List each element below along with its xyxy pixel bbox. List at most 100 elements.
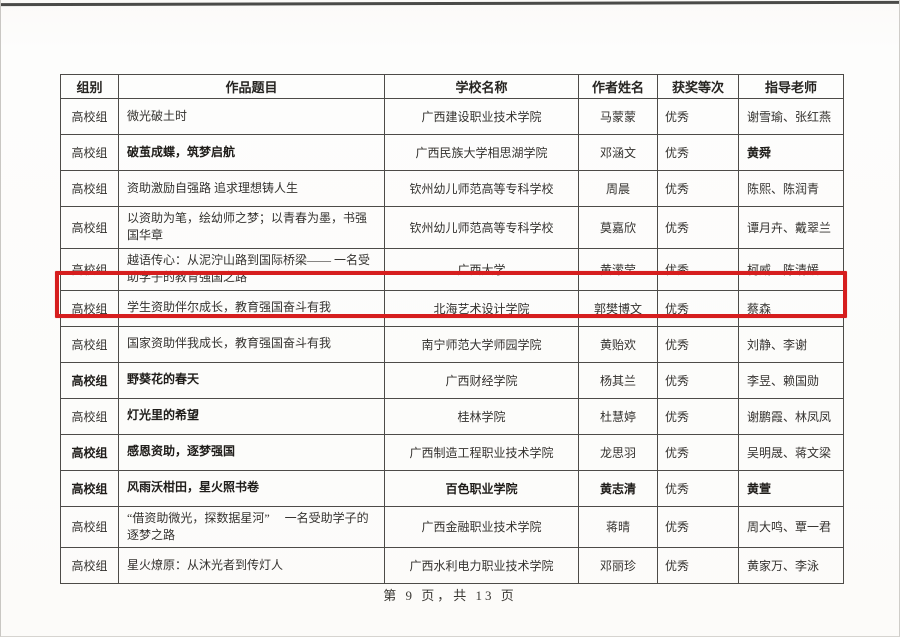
cell-author: 蒋晴 xyxy=(578,505,658,549)
cell-author: 黄志清 xyxy=(578,469,658,507)
cell-author: 邓丽珍 xyxy=(578,547,658,585)
cell-group: 高校组 xyxy=(60,247,119,291)
cell-group: 高校组 xyxy=(60,361,119,399)
table-row: 高校组 微光破土时 广西建设职业技术学院 马蒙蒙 优秀 谢雪瑜、张红燕 xyxy=(60,98,844,135)
cell-title: 破茧成蝶，筑梦启航 xyxy=(118,134,385,171)
cell-teacher: 李昱、赖国勋 xyxy=(738,361,844,399)
cell-title: 灯光里的希望 xyxy=(118,397,385,435)
cell-award: 优秀 xyxy=(657,325,739,363)
cell-author: 杜慧婷 xyxy=(578,397,658,435)
table-row: 高校组 学生资助伴尔成长，教育强国奋斗有我 北海艺术设计学院 郭樊博文 优秀 蔡… xyxy=(60,289,844,327)
table-row: 高校组 以资助为笔，绘幼师之梦；以青春为墨，书强国华章 钦州幼儿师范高等专科学校… xyxy=(60,206,844,249)
cell-group: 高校组 xyxy=(60,433,119,471)
cell-teacher: 周大鸣、覃一君 xyxy=(738,505,844,549)
cell-group: 高校组 xyxy=(60,134,119,171)
cell-award: 优秀 xyxy=(657,247,739,291)
column-header-author: 作者姓名 xyxy=(578,74,658,99)
cell-title: 微光破土时 xyxy=(118,98,385,135)
cell-award: 优秀 xyxy=(657,206,739,249)
column-header-title: 作品题目 xyxy=(118,74,385,99)
cell-author: 莫嘉欣 xyxy=(578,206,658,249)
column-header-teacher: 指导老师 xyxy=(738,74,844,99)
cell-author: 杨其兰 xyxy=(578,361,658,399)
cell-school: 广西大学 xyxy=(384,247,579,291)
column-header-group: 组别 xyxy=(60,74,119,99)
cell-school: 桂林学院 xyxy=(384,397,579,435)
column-header-school: 学校名称 xyxy=(384,74,579,99)
cell-author: 周晨 xyxy=(578,170,658,207)
cell-teacher: 陈熙、陈润青 xyxy=(738,170,844,207)
cell-school: 钦州幼儿师范高等专科学校 xyxy=(384,170,579,207)
cell-teacher: 黄家万、李泳 xyxy=(738,547,844,585)
cell-author: 马蒙蒙 xyxy=(578,98,658,135)
cell-group: 高校组 xyxy=(60,547,119,585)
table-body: 高校组 微光破土时 广西建设职业技术学院 马蒙蒙 优秀 谢雪瑜、张红燕 高校组 … xyxy=(60,98,844,585)
cell-teacher: 刘静、李谢 xyxy=(738,325,844,363)
cell-author: 龙思羽 xyxy=(578,433,658,471)
table-row: 高校组 野葵花的春天 广西财经学院 杨其兰 优秀 李昱、赖国勋 xyxy=(60,361,844,399)
table-row: 高校组 资助激励自强路 追求理想铸人生 钦州幼儿师范高等专科学校 周晨 优秀 陈… xyxy=(60,170,844,207)
cell-award: 优秀 xyxy=(657,433,739,471)
table-row: 高校组 破茧成蝶，筑梦启航 广西民族大学相思湖学院 邓涵文 优秀 黄舜 xyxy=(60,134,844,171)
cell-title: 以资助为笔，绘幼师之梦；以青春为墨，书强国华章 xyxy=(118,206,385,249)
cell-title: 风雨沃柑田，星火照书卷 xyxy=(118,469,385,507)
table-row: 高校组 灯光里的希望 桂林学院 杜慧婷 优秀 谢鹏霞、林凤凤 xyxy=(60,397,844,435)
cell-title: 野葵花的春天 xyxy=(118,361,385,399)
table-row: 高校组 国家资助伴我成长，教育强国奋斗有我 南宁师范大学师园学院 黄贻欢 优秀 … xyxy=(60,325,844,363)
cell-teacher: 吴明晟、蒋文梁 xyxy=(738,433,844,471)
cell-title: 星火燎原：从沐光者到传灯人 xyxy=(118,547,385,585)
cell-teacher: 谭月卉、戴翠兰 xyxy=(738,206,844,249)
scan-edge-line xyxy=(0,0,900,7)
cell-title: 感恩资助，逐梦强国 xyxy=(118,433,385,471)
cell-award: 优秀 xyxy=(657,134,739,171)
table-row: 高校组 “借资助微光，探数据星河” 一名受助学子的逐梦之路 广西金融职业技术学院… xyxy=(60,505,844,549)
cell-group: 高校组 xyxy=(60,469,119,507)
cell-school: 钦州幼儿师范高等专科学校 xyxy=(384,206,579,249)
cell-school: 广西金融职业技术学院 xyxy=(384,505,579,549)
cell-award: 优秀 xyxy=(657,547,739,585)
cell-group: 高校组 xyxy=(60,325,119,363)
cell-author: 黄潆莹 xyxy=(578,247,658,291)
cell-school: 南宁师范大学师园学院 xyxy=(384,325,579,363)
cell-group: 高校组 xyxy=(60,397,119,435)
table-row: 高校组 越语传心：从泥泞山路到国际桥梁—— 一名受助学子的教育强国之路 广西大学… xyxy=(60,247,844,291)
page-number: 第 9 页，共 13 页 xyxy=(383,588,517,603)
cell-author: 黄贻欢 xyxy=(578,325,658,363)
cell-title: 越语传心：从泥泞山路到国际桥梁—— 一名受助学子的教育强国之路 xyxy=(118,247,385,291)
cell-award: 优秀 xyxy=(657,361,739,399)
header-row: 组别 作品题目 学校名称 作者姓名 获奖等次 指导老师 xyxy=(60,74,844,99)
cell-teacher: 黄萱 xyxy=(738,469,844,507)
cell-school: 广西民族大学相思湖学院 xyxy=(384,134,579,171)
cell-school: 广西建设职业技术学院 xyxy=(384,98,579,135)
cell-teacher: 柯威、陈清媛 xyxy=(738,247,844,291)
cell-award: 优秀 xyxy=(657,505,739,549)
table-row: 高校组 星火燎原：从沐光者到传灯人 广西水利电力职业技术学院 邓丽珍 优秀 黄家… xyxy=(60,547,844,585)
cell-group: 高校组 xyxy=(60,98,119,135)
cell-teacher: 谢鹏霞、林凤凤 xyxy=(738,397,844,435)
cell-title: 学生资助伴尔成长，教育强国奋斗有我 xyxy=(118,289,385,327)
table-row: 高校组 风雨沃柑田，星火照书卷 百色职业学院 黄志清 优秀 黄萱 xyxy=(60,469,844,507)
cell-award: 优秀 xyxy=(657,98,739,135)
cell-school: 北海艺术设计学院 xyxy=(384,289,579,327)
cell-award: 优秀 xyxy=(657,397,739,435)
cell-group: 高校组 xyxy=(60,505,119,549)
cell-group: 高校组 xyxy=(60,289,119,327)
cell-teacher: 黄舜 xyxy=(738,134,844,171)
cell-school: 广西财经学院 xyxy=(384,361,579,399)
cell-title: 国家资助伴我成长，教育强国奋斗有我 xyxy=(118,325,385,363)
cell-award: 优秀 xyxy=(657,289,739,327)
cell-title: “借资助微光，探数据星河” 一名受助学子的逐梦之路 xyxy=(118,505,385,549)
cell-award: 优秀 xyxy=(657,170,739,207)
cell-teacher: 蔡森 xyxy=(738,289,844,327)
cell-school: 广西水利电力职业技术学院 xyxy=(384,547,579,585)
cell-award: 优秀 xyxy=(657,469,739,507)
cell-group: 高校组 xyxy=(60,206,119,249)
column-header-award: 获奖等次 xyxy=(657,74,739,99)
awards-table: 组别 作品题目 学校名称 作者姓名 获奖等次 指导老师 高校组 微光破土时 广西… xyxy=(60,74,844,585)
cell-title: 资助激励自强路 追求理想铸人生 xyxy=(118,170,385,207)
cell-teacher: 谢雪瑜、张红燕 xyxy=(738,98,844,135)
cell-author: 邓涵文 xyxy=(578,134,658,171)
cell-author: 郭樊博文 xyxy=(578,289,658,327)
cell-group: 高校组 xyxy=(60,170,119,207)
